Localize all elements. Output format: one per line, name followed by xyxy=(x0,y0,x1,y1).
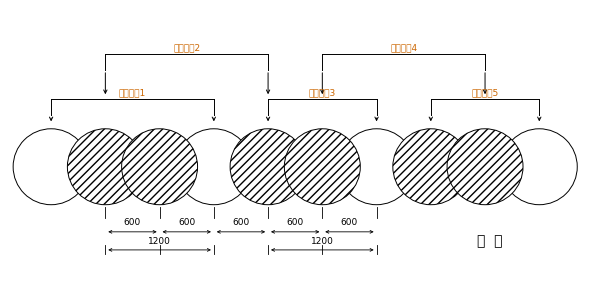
Text: 600: 600 xyxy=(178,218,196,227)
Text: 施工顺創1: 施工顺創1 xyxy=(119,88,146,97)
Circle shape xyxy=(230,129,306,205)
Text: 600: 600 xyxy=(286,218,304,227)
Text: 图  三: 图 三 xyxy=(477,234,502,248)
Text: 1200: 1200 xyxy=(311,237,333,246)
Circle shape xyxy=(121,129,197,205)
Text: 施工顺創3: 施工顺創3 xyxy=(309,88,336,97)
Text: 施工顺創5: 施工顺創5 xyxy=(471,88,498,97)
Circle shape xyxy=(284,129,360,205)
Circle shape xyxy=(176,129,252,205)
Circle shape xyxy=(393,129,469,205)
Circle shape xyxy=(13,129,89,205)
Circle shape xyxy=(447,129,523,205)
Circle shape xyxy=(501,129,577,205)
Text: 施工顺創2: 施工顺創2 xyxy=(173,43,200,52)
Text: 600: 600 xyxy=(232,218,249,227)
Circle shape xyxy=(67,129,143,205)
Text: 施工顺創4: 施工顺創4 xyxy=(390,43,417,52)
Circle shape xyxy=(338,129,414,205)
Text: 600: 600 xyxy=(341,218,358,227)
Text: 600: 600 xyxy=(124,218,141,227)
Text: 1200: 1200 xyxy=(148,237,171,246)
